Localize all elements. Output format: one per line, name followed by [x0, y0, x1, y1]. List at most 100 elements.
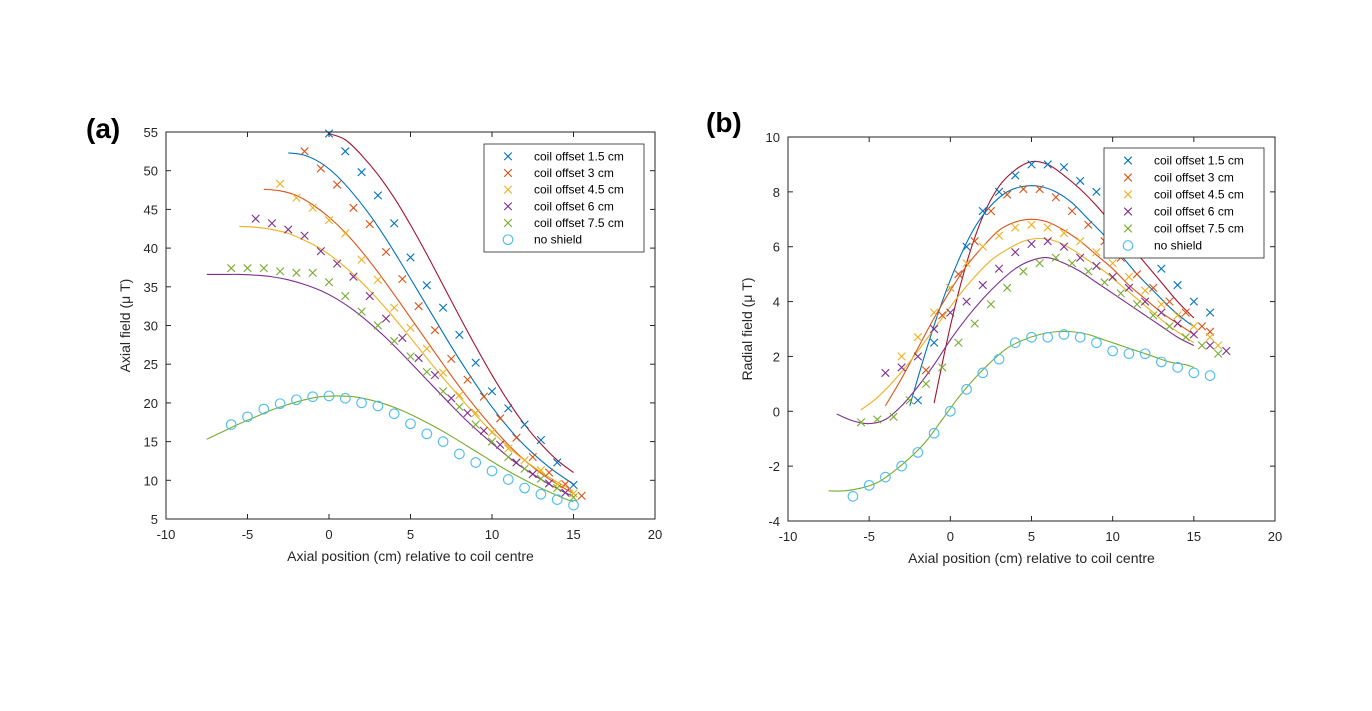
legend-entry: coil offset 1.5 cm: [1123, 154, 1244, 168]
y-tick-label: 50: [144, 164, 158, 179]
y-tick-label: 0: [773, 404, 780, 419]
y-tick-label: -4: [768, 514, 780, 529]
data-point: [463, 375, 472, 384]
fit-curve-6: [828, 330, 1195, 492]
data-point: [520, 464, 529, 473]
data-point: [1213, 341, 1223, 350]
legend-label: coil offset 3 cm: [1154, 171, 1234, 185]
data-point: [422, 344, 431, 353]
data-point: [1173, 311, 1182, 320]
data-point: [470, 457, 482, 468]
data-point: [292, 268, 301, 278]
data-point: [1084, 267, 1093, 276]
series-4: [881, 237, 1231, 378]
data-point: [422, 367, 431, 377]
data-point: [856, 418, 866, 427]
data-point: [479, 426, 489, 435]
data-point: [1011, 248, 1020, 257]
legend-label: coil offset 6 cm: [534, 199, 614, 213]
legend-label: coil offset 6 cm: [1154, 205, 1234, 219]
data-point: [430, 370, 440, 380]
data-point: [398, 333, 407, 343]
data-point: [324, 277, 334, 287]
data-point: [1092, 248, 1101, 257]
data-point: [520, 420, 529, 429]
x-tick-label: 20: [1268, 529, 1282, 544]
data-point: [1051, 193, 1061, 202]
data-point: [1059, 242, 1069, 251]
legend-marker: [503, 168, 513, 178]
y-tick-label: -2: [768, 459, 780, 474]
data-point: [227, 264, 236, 273]
data-point: [1181, 333, 1190, 342]
panel-a: (a) -10 -5 0 5 10 15 20 5 10 15 20 25 30 35 40 45 50 55 Axi…: [86, 113, 662, 564]
legend-entry: coil offset 6 cm: [1123, 205, 1234, 219]
data-point: [889, 412, 898, 421]
y-tick-label: 10: [766, 130, 780, 145]
data-point: [1108, 258, 1117, 268]
panel-b: (b) -10 -5 0 5 10 15 20 -4 -2 0 2 4 6 8 10 Axial positio…: [706, 107, 1282, 566]
data-point: [944, 405, 956, 417]
data-point: [300, 147, 309, 156]
data-point: [1157, 300, 1166, 309]
data-point: [1002, 283, 1012, 293]
data-point: [487, 437, 497, 446]
data-point: [267, 219, 277, 228]
data-point: [1181, 308, 1190, 317]
data-point: [502, 474, 514, 485]
data-point: [946, 308, 955, 317]
data-point: [881, 368, 890, 378]
data-point: [487, 428, 497, 437]
legend-entry: coil offset 7.5 cm: [1123, 222, 1244, 236]
data-point: [536, 435, 546, 445]
data-point: [1100, 278, 1109, 287]
data-point: [569, 493, 578, 502]
series-4: [251, 214, 570, 497]
data-point: [291, 394, 302, 406]
y-tick-label: 45: [144, 202, 158, 217]
data-point: [243, 264, 252, 273]
data-point: [1205, 308, 1215, 317]
data-point: [954, 269, 963, 279]
data-point: [1172, 362, 1183, 373]
data-point: [504, 452, 513, 462]
data-point: [487, 387, 497, 396]
legend-label: coil offset 7.5 cm: [534, 216, 624, 230]
y-ticks: 5 10 15 20 25 30 35 40 45 50 55: [144, 125, 655, 527]
data-point: [1205, 333, 1215, 342]
data-point: [847, 490, 859, 502]
data-point: [1173, 280, 1182, 290]
data-point: [961, 383, 972, 395]
data-point: [535, 488, 547, 500]
data-point: [1011, 223, 1020, 232]
data-point: [438, 303, 448, 312]
data-point: [929, 324, 939, 334]
data-point: [873, 415, 882, 424]
data-point: [1076, 253, 1085, 262]
data-point: [544, 479, 554, 488]
legend-marker: [503, 218, 513, 228]
data-point: [1157, 264, 1166, 273]
data-point: [332, 180, 342, 189]
data-point: [1157, 308, 1166, 317]
data-point: [405, 418, 416, 430]
data-point: [307, 391, 319, 403]
data-point: [1074, 331, 1086, 343]
legend-entry: coil offset 4.5 cm: [503, 183, 624, 197]
data-point: [993, 353, 1005, 365]
data-point: [1213, 349, 1223, 358]
legend-marker: [1123, 156, 1133, 165]
y-tick-label: 20: [144, 396, 158, 411]
data-point: [1043, 160, 1052, 169]
data-point: [422, 281, 431, 290]
data-point: [274, 398, 286, 410]
data-point: [406, 253, 415, 262]
data-point: [512, 458, 521, 467]
x-axis-label: Axial position (cm) relative to coil cen…: [908, 550, 1155, 566]
data-point: [1132, 269, 1142, 279]
legend-marker: [502, 234, 514, 246]
fit-curve-6: [206, 395, 574, 503]
data-point: [495, 440, 505, 449]
data-point: [994, 264, 1004, 273]
data-point: [863, 479, 875, 491]
